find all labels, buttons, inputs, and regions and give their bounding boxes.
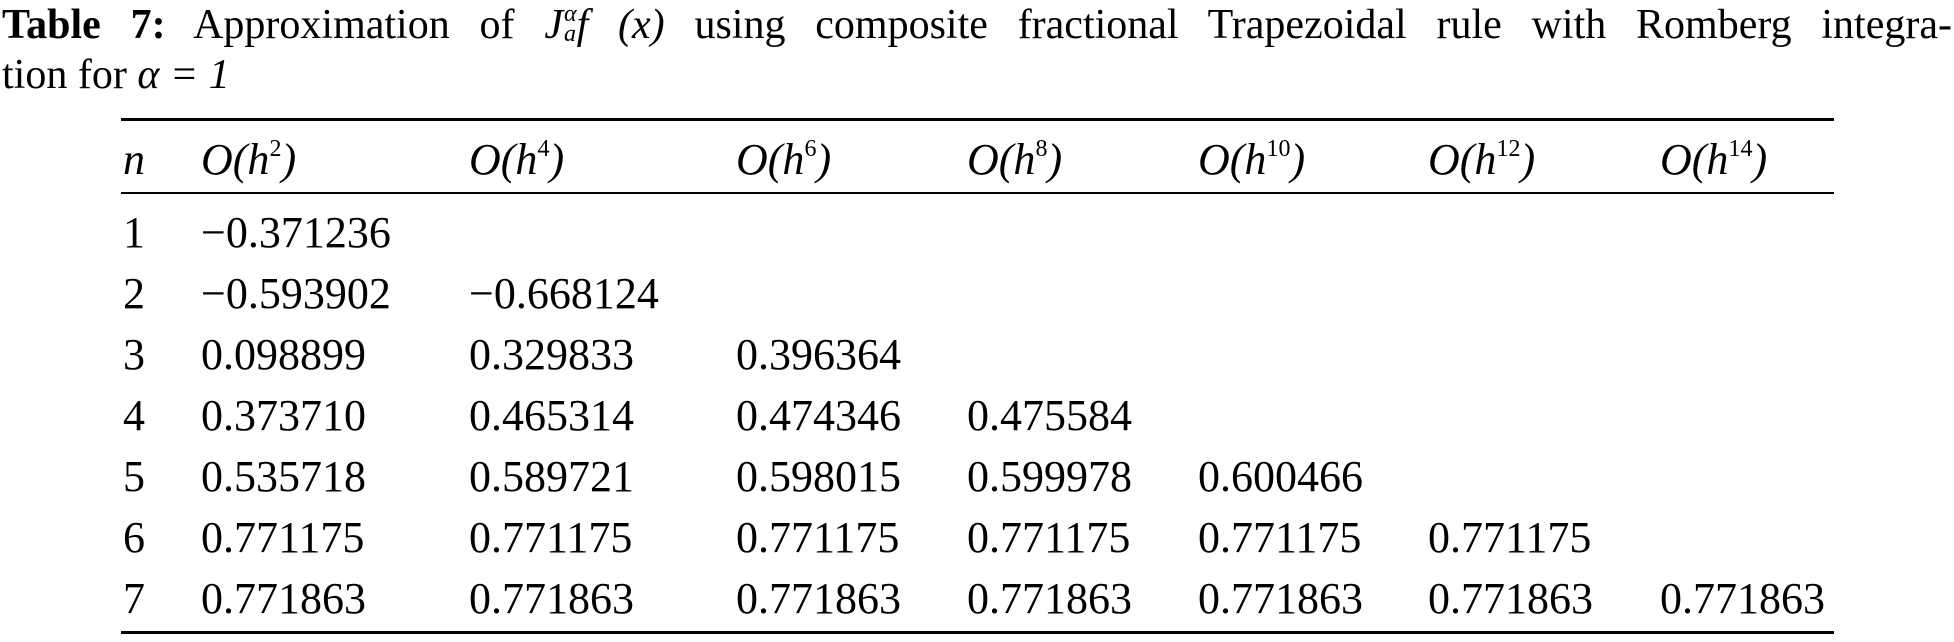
table-cell: −0.371236 xyxy=(201,208,391,257)
column-header: O(h10) xyxy=(1198,135,1306,184)
column-header: n xyxy=(123,135,145,184)
table-cell: 0.396364 xyxy=(736,330,901,379)
table-cell: 0.329833 xyxy=(469,330,634,379)
caption-line-2: tion for α = 1 xyxy=(2,52,230,98)
table-cell: 0.475584 xyxy=(967,391,1132,440)
table-cell: −0.593902 xyxy=(201,269,391,318)
caption-text: Approximation of xyxy=(193,2,515,48)
row-index: 4 xyxy=(123,391,145,440)
table-cell: 0.771175 xyxy=(1198,513,1362,562)
table-cell: 0.600466 xyxy=(1198,452,1363,501)
table-cell: 0.771863 xyxy=(1198,574,1363,623)
row-index: 5 xyxy=(123,452,145,501)
table-cell: 0.771175 xyxy=(967,513,1131,562)
table-cell: 0.771863 xyxy=(469,574,634,623)
table-cell: 0.771863 xyxy=(967,574,1132,623)
table-cell: 0.599978 xyxy=(967,452,1132,501)
table-cell: 0.771863 xyxy=(201,574,366,623)
caption-label: Table 7: xyxy=(2,2,166,48)
table-cell: 0.771863 xyxy=(1428,574,1593,623)
table-cell: 0.373710 xyxy=(201,391,366,440)
table-cell: 0.535718 xyxy=(201,452,366,501)
table-cell: 0.771175 xyxy=(469,513,633,562)
table-cell: 0.465314 xyxy=(469,391,634,440)
table-cell: −0.668124 xyxy=(469,269,659,318)
caption-text-rest: using composite fractional Trapezoidal r… xyxy=(694,2,1952,48)
table-cell: 0.771175 xyxy=(736,513,900,562)
table-cell: 0.474346 xyxy=(736,391,901,440)
column-header: O(h8) xyxy=(967,135,1063,184)
row-index: 3 xyxy=(123,330,145,379)
table-cell: 0.771175 xyxy=(1428,513,1592,562)
table-cell: 0.598015 xyxy=(736,452,901,501)
column-header: O(h4) xyxy=(469,135,565,184)
row-index: 2 xyxy=(123,269,145,318)
column-header: O(h14) xyxy=(1660,135,1768,184)
column-header: O(h2) xyxy=(201,135,297,184)
table-bottom-rule xyxy=(121,631,1834,634)
column-header: O(h12) xyxy=(1428,135,1536,184)
column-header: O(h6) xyxy=(736,135,832,184)
row-index: 7 xyxy=(123,574,145,623)
table-cell: 0.771863 xyxy=(736,574,901,623)
table-top-rule xyxy=(121,118,1834,121)
table-cell: 0.589721 xyxy=(469,452,634,501)
table-cell: 0.771863 xyxy=(1660,574,1825,623)
table-header-rule xyxy=(121,192,1834,194)
row-index: 6 xyxy=(123,513,145,562)
table-cell: 0.771175 xyxy=(201,513,365,562)
table-cell: 0.098899 xyxy=(201,330,366,379)
row-index: 1 xyxy=(123,208,145,257)
